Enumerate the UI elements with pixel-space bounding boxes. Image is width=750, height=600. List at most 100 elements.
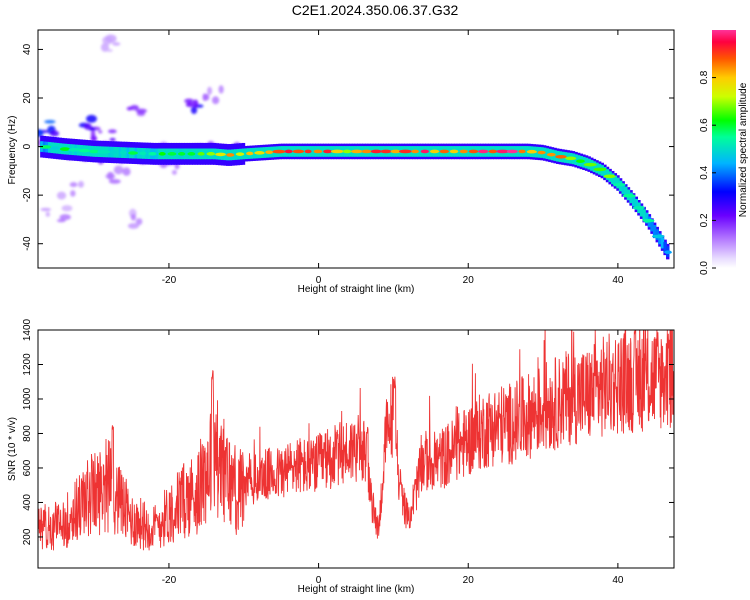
ridge-core <box>187 152 196 156</box>
spectral-blob <box>56 191 67 200</box>
spectral-blob <box>109 137 116 142</box>
ridge-mid <box>639 205 644 217</box>
spectral-ridge <box>39 135 672 260</box>
spectrogram-x-label: Height of straight line (km) <box>298 284 415 295</box>
ridge-core <box>59 147 70 151</box>
snr-x-label: Height of straight line (km) <box>298 584 415 595</box>
spectral-blob <box>108 179 121 184</box>
x-tick-label: 40 <box>612 575 624 586</box>
snr-plot-area <box>38 330 674 551</box>
ridge-core <box>459 149 468 154</box>
spectral-blob <box>207 86 213 95</box>
ridge-core <box>78 148 90 153</box>
ridge-mid <box>144 148 149 159</box>
spectral-blob <box>204 93 210 101</box>
colorbar-tick-label: 0.6 <box>699 118 710 132</box>
ridge-mid <box>642 209 646 220</box>
spectral-blob <box>185 102 194 108</box>
spectral-blob <box>100 42 110 52</box>
spectral-blob <box>184 98 194 104</box>
ridge-core <box>583 162 597 167</box>
ridge-core <box>272 149 286 154</box>
ridge-mid <box>634 199 639 210</box>
ridge-core <box>612 182 626 187</box>
ridge-core <box>429 149 440 154</box>
colorbar: 0.0 0.2 0.4 0.6 0.8 Normalized spectral ampl… <box>699 30 749 275</box>
y-tick-label: 400 <box>22 494 33 511</box>
spectral-blob <box>59 214 71 221</box>
ridge-core <box>411 149 419 154</box>
x-tick-label: 20 <box>463 575 475 586</box>
spectral-blob <box>107 129 117 134</box>
spectral-blob <box>98 130 103 134</box>
ridge-mid <box>660 237 665 249</box>
spectral-blob <box>122 167 131 176</box>
spectral-blob <box>135 108 148 114</box>
ridge-core <box>167 152 177 156</box>
spectral-blob <box>105 34 117 43</box>
ridge-core <box>506 149 518 154</box>
spectral-blob <box>190 106 198 114</box>
x-tick-label: 0 <box>316 275 322 286</box>
ridge-core <box>246 151 254 156</box>
x-tick-label: -20 <box>162 575 177 586</box>
ridge-mid <box>631 195 636 207</box>
ridge-mid <box>553 150 557 161</box>
ridge-core <box>119 150 127 155</box>
snr-frame <box>37 329 675 569</box>
ridge-core <box>313 149 323 154</box>
snr-y-label: SNR (10 * v/v) <box>7 417 18 481</box>
spectral-blob <box>45 211 51 217</box>
x-tick-label: 0 <box>316 575 322 586</box>
snr-x-ticks: -20 0 20 40 <box>162 330 624 586</box>
spectral-blob <box>70 190 76 197</box>
ridge-mid <box>244 148 248 160</box>
ridge-core <box>664 250 672 255</box>
spectral-blob <box>126 106 133 111</box>
ridge-mid <box>417 146 421 157</box>
ridge-core <box>89 149 99 154</box>
ridge-mid <box>574 154 578 166</box>
ridge-core <box>139 151 147 156</box>
ridge-core <box>68 148 81 152</box>
ridge-core <box>235 152 245 156</box>
spectral-blob <box>40 207 52 212</box>
ridge-core <box>284 149 293 154</box>
spectral-blob <box>127 223 140 229</box>
ridge-core <box>488 149 498 154</box>
ridge-core <box>206 152 216 156</box>
ridge-core <box>439 149 450 154</box>
colorbar-ticks: 0.0 0.2 0.4 0.6 0.8 <box>699 70 716 275</box>
ridge-core <box>380 149 392 154</box>
figure-title: C2E1.2024.350.06.37.G32 <box>292 2 459 18</box>
ridge-core <box>226 153 235 157</box>
spectral-blob <box>56 219 66 223</box>
ridge-mid <box>663 242 667 253</box>
ridge-core <box>110 150 118 155</box>
ridge-core <box>390 149 401 154</box>
ridge-core <box>148 151 157 156</box>
ridge-core <box>622 193 636 198</box>
spectral-energy <box>38 34 246 229</box>
ridge-core <box>330 149 344 154</box>
ridge-core <box>537 150 546 155</box>
ridge-mid <box>155 148 159 160</box>
spectrogram-x-ticks: -20 0 20 40 <box>162 30 624 286</box>
ridge-mid <box>621 183 625 195</box>
ridge-core <box>449 149 459 154</box>
ridge-core <box>576 159 585 163</box>
ridge-core <box>526 149 537 154</box>
spectral-blob <box>78 180 85 188</box>
ridge-core <box>632 205 645 210</box>
colorbar-tick-label: 0.8 <box>699 70 710 84</box>
ridge-mid <box>645 212 649 224</box>
ridge-mid <box>613 175 618 187</box>
ridge-mid <box>650 220 654 232</box>
ridge-core <box>420 149 430 154</box>
ridge-mid <box>194 148 199 160</box>
ridge-mid <box>524 146 529 157</box>
ridge-mid <box>545 148 549 159</box>
ridge-core <box>254 151 265 155</box>
spectral-blob <box>113 165 124 175</box>
